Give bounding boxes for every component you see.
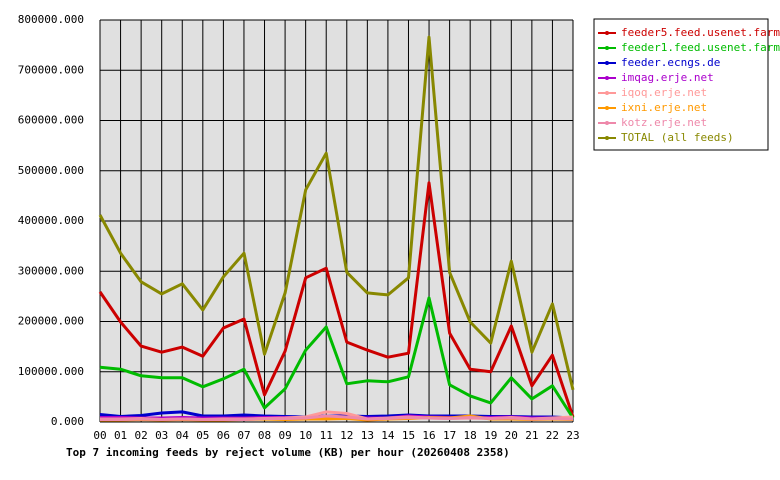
legend-label: iqoq.erje.net bbox=[621, 86, 707, 99]
legend-label: kotz.erje.net bbox=[621, 116, 707, 129]
x-tick-label: 13 bbox=[361, 429, 374, 442]
x-tick-label: 11 bbox=[320, 429, 333, 442]
x-tick-label: 09 bbox=[278, 429, 291, 442]
legend-dot bbox=[605, 91, 609, 95]
legend-label: feeder1.feed.usenet.farm bbox=[621, 41, 780, 54]
x-tick-label: 20 bbox=[505, 429, 518, 442]
legend-dot bbox=[605, 121, 609, 125]
legend-dot bbox=[605, 136, 609, 140]
y-tick-label: 700000.000 bbox=[18, 63, 84, 76]
x-tick-label: 16 bbox=[422, 429, 435, 442]
x-tick-label: 22 bbox=[546, 429, 559, 442]
x-tick-label: 05 bbox=[196, 429, 209, 442]
x-tick-label: 03 bbox=[155, 429, 168, 442]
legend-label: imqag.erje.net bbox=[621, 71, 714, 84]
y-tick-label: 0.000 bbox=[51, 415, 84, 428]
legend-dot bbox=[605, 46, 609, 50]
series-line bbox=[99, 296, 575, 419]
chart-title: Top 7 incoming feeds by reject volume (K… bbox=[66, 446, 510, 459]
x-tick-label: 12 bbox=[340, 429, 353, 442]
legend-label: TOTAL (all feeds) bbox=[621, 131, 734, 144]
legend-box bbox=[593, 18, 769, 151]
legend-dot bbox=[605, 76, 609, 80]
y-tick-label: 200000.000 bbox=[18, 315, 84, 328]
series-line bbox=[98, 181, 575, 418]
y-tick-label: 800000.000 bbox=[18, 13, 84, 26]
x-tick-label: 04 bbox=[176, 429, 190, 442]
series-line bbox=[100, 414, 574, 421]
x-tick-label: 23 bbox=[566, 429, 579, 442]
x-tick-label: 21 bbox=[525, 429, 538, 442]
x-tick-label: 19 bbox=[484, 429, 497, 442]
x-tick-label: 01 bbox=[114, 429, 127, 442]
legend-label: feeder.ecngs.de bbox=[621, 56, 720, 69]
x-tick-label: 18 bbox=[464, 429, 477, 442]
y-tick-label: 300000.000 bbox=[18, 264, 84, 277]
x-tick-label: 17 bbox=[443, 429, 456, 442]
x-tick-label: 02 bbox=[135, 429, 148, 442]
x-tick-label: 10 bbox=[299, 429, 312, 442]
series-line bbox=[98, 35, 575, 391]
x-tick-label: 08 bbox=[258, 429, 271, 442]
legend-dot bbox=[605, 31, 609, 35]
x-tick-label: 14 bbox=[381, 429, 395, 442]
legend-label: ixni.erje.net bbox=[621, 101, 707, 114]
x-tick-label: 07 bbox=[237, 429, 250, 442]
legend-dot bbox=[605, 106, 609, 110]
x-tick-label: 06 bbox=[217, 429, 230, 442]
y-tick-label: 600000.000 bbox=[18, 114, 84, 127]
legend-label: feeder5.feed.usenet.farm bbox=[621, 26, 780, 39]
legend-dot bbox=[605, 61, 609, 65]
x-tick-label: 00 bbox=[93, 429, 106, 442]
y-tick-label: 400000.000 bbox=[18, 214, 84, 227]
y-tick-label: 100000.000 bbox=[18, 365, 84, 378]
y-tick-label: 500000.000 bbox=[18, 164, 84, 177]
x-tick-label: 15 bbox=[402, 429, 415, 442]
